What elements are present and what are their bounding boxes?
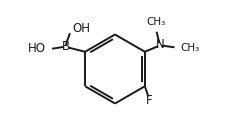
Text: OH: OH <box>72 22 90 34</box>
Text: F: F <box>145 94 152 107</box>
Text: CH₃: CH₃ <box>146 17 165 27</box>
Text: N: N <box>155 38 164 51</box>
Text: CH₃: CH₃ <box>179 43 199 53</box>
Text: HO: HO <box>28 43 46 55</box>
Text: B: B <box>61 40 70 53</box>
